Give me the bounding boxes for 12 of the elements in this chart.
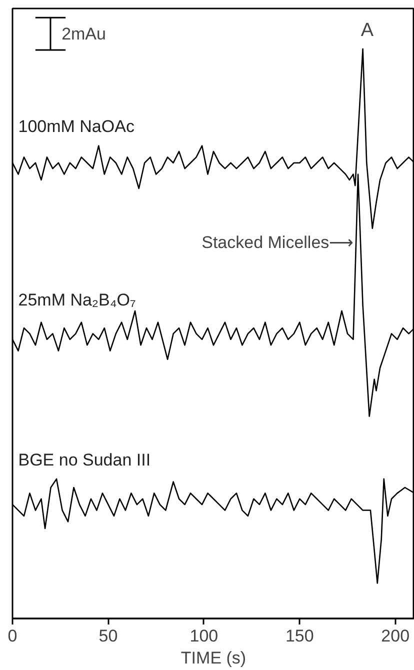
x-tick-label: 150: [285, 626, 314, 646]
text: 2mAu: [62, 24, 106, 44]
series-label: 100mM NaOAc: [18, 116, 135, 136]
x-tick-label: 0: [8, 626, 18, 646]
series-label: BGE no Sudan III: [18, 450, 151, 470]
series-label: 25mM Na₂B₄O₇: [18, 290, 136, 310]
x-tick-label: 50: [98, 626, 118, 646]
annotation: Stacked Micelles⟶: [202, 233, 354, 252]
x-axis-title: TIME (s): [180, 648, 246, 668]
annotation: A: [360, 20, 374, 41]
x-tick-label: 200: [381, 626, 410, 646]
x-tick-label: 100: [190, 626, 218, 646]
